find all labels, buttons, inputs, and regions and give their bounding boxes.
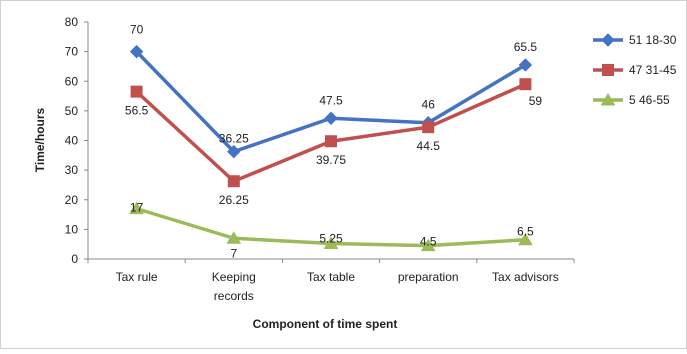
data-label: 7 xyxy=(230,246,237,260)
data-label: 4.5 xyxy=(420,235,437,249)
data-point-marker xyxy=(602,64,614,76)
data-label: 65.5 xyxy=(514,40,538,54)
legend-item: 51 18-30 xyxy=(593,33,677,47)
x-tick-label: Tax rule xyxy=(116,270,158,284)
legend-item: 47 31-45 xyxy=(593,63,677,77)
x-tick-label: Tax table xyxy=(307,270,355,284)
data-point-marker xyxy=(226,231,242,244)
data-point-marker xyxy=(600,93,616,106)
data-label: 6.5 xyxy=(517,225,534,239)
data-point-marker xyxy=(323,236,339,249)
legend-item: 5 46-55 xyxy=(593,93,670,107)
data-label: 36.25 xyxy=(219,132,249,146)
y-tick-label: 60 xyxy=(65,74,79,88)
x-tick-label: Keeping xyxy=(212,270,256,284)
series-layer xyxy=(129,44,533,252)
axes: 0 10 20 30 40 50 60 70 80 Tax rule Keeping records T… xyxy=(65,15,575,303)
legend-label: 47 31-45 xyxy=(629,63,677,77)
legend-label: 5 46-55 xyxy=(629,93,670,107)
x-tick-label: preparation xyxy=(398,270,459,284)
data-point-marker xyxy=(518,58,533,72)
data-label: 70 xyxy=(130,23,144,37)
data-label: 26.25 xyxy=(219,193,249,207)
data-point-marker xyxy=(129,201,144,215)
data-point-marker xyxy=(519,78,532,91)
data-label: 39.75 xyxy=(316,153,346,167)
data-label: 47.5 xyxy=(319,93,343,107)
data-point-marker xyxy=(601,33,615,47)
data-label: 5.25 xyxy=(319,231,343,245)
legend-label: 51 18-30 xyxy=(629,33,677,47)
data-label: 17 xyxy=(130,201,144,215)
x-tick-label: records xyxy=(214,289,254,303)
y-tick-label: 80 xyxy=(65,15,79,29)
data-point-marker xyxy=(227,175,240,188)
data-label: 46 xyxy=(422,98,436,112)
data-point-marker xyxy=(325,135,337,148)
y-tick-label: 30 xyxy=(65,163,79,177)
series-3 xyxy=(129,201,533,252)
data-labels-layer: 70 36.25 47.5 46 65.5 56.5 26.25 39.75 44.5 59 17 7… xyxy=(125,23,542,261)
y-tick-label: 40 xyxy=(65,134,79,148)
series-1 xyxy=(129,44,533,159)
data-point-marker xyxy=(422,121,435,134)
data-point-marker xyxy=(324,111,338,125)
data-point-marker xyxy=(129,44,144,59)
series-2 xyxy=(130,78,532,188)
data-label: 59 xyxy=(529,94,543,108)
data-point-marker xyxy=(518,232,533,246)
y-tick-label: 20 xyxy=(65,193,79,207)
x-axis-title: Component of time spent xyxy=(253,317,398,331)
data-label: 56.5 xyxy=(125,104,149,118)
data-label: 44.5 xyxy=(417,139,441,153)
y-tick-label: 70 xyxy=(65,45,79,59)
legend: 51 18-30 47 31-45 5 46-55 xyxy=(593,33,677,107)
y-tick-label: 10 xyxy=(65,222,79,236)
x-tick-label: Tax advisors xyxy=(492,270,559,284)
data-point-marker xyxy=(227,144,241,159)
data-point-marker xyxy=(130,85,143,98)
y-axis-title: Time/hours xyxy=(33,107,47,172)
y-tick-label: 50 xyxy=(65,104,79,118)
y-tick-label: 0 xyxy=(71,252,78,266)
data-point-marker xyxy=(420,238,436,252)
